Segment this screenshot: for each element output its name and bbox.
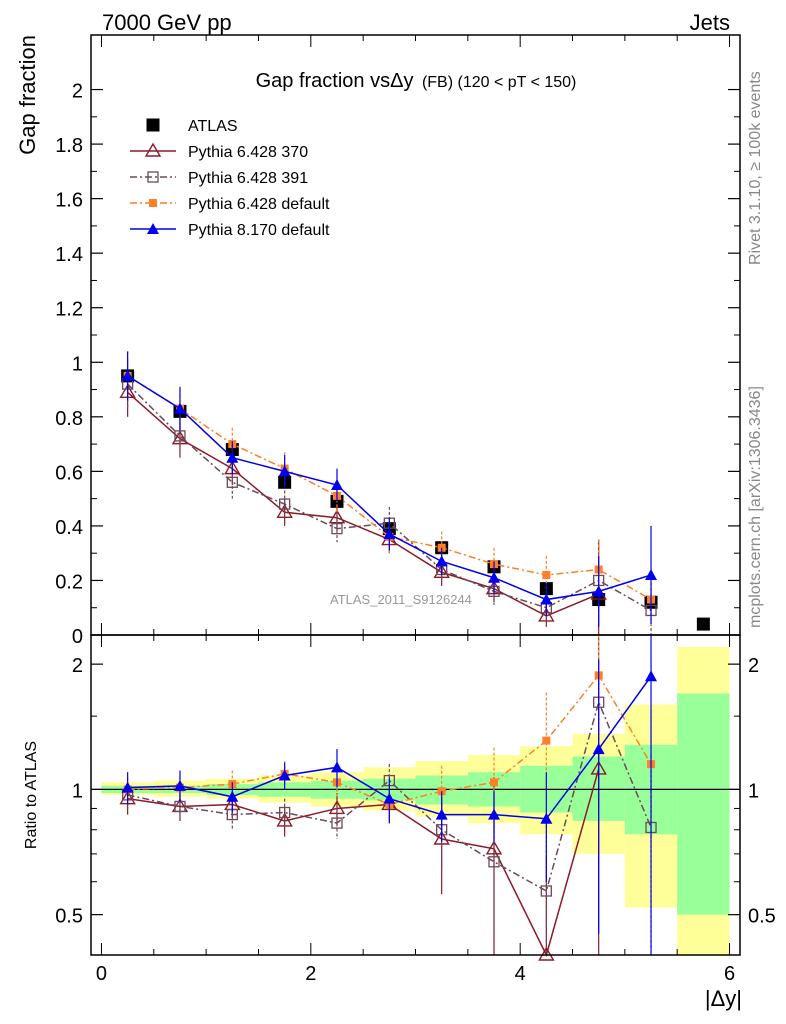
ratio-data-point [592,743,605,755]
legend-label: Pythia 6.428 370 [188,144,308,161]
main-y-tick-label: 1.8 [55,135,83,157]
x-tick-label: 6 [724,963,735,985]
ratio-data-point [645,670,658,682]
main-y-tick-label: 1.2 [55,299,83,321]
main-title: Gap fraction vsΔy (FB) (120 < pT < 150) [256,70,577,92]
ratio-ticks: 0.5 0.5 1 1 2 2 0 2 4 6 [55,635,776,985]
ratio-y-tick-label: 1 [72,780,83,802]
main-series-line [127,375,652,601]
ratio-series-line [127,674,652,806]
main-data-point [278,465,291,477]
ratio-band-inner [677,693,730,915]
ratio-plot-area [91,635,740,961]
main-data-point [645,569,658,580]
ratio-series-line [127,768,600,958]
ratio-data-point [488,808,501,820]
main-series-3 [123,351,656,627]
main-y-tick-label: 0.2 [55,571,83,593]
main-y-tick-label: 0.4 [55,517,83,539]
ratio-y-label: Ratio to ATLAS [23,741,40,849]
ratio-data-point [279,806,291,819]
legend-marker [147,171,159,183]
legend-marker [146,118,160,132]
ratio-data-point [121,781,134,793]
ratio-data-point [330,761,343,773]
main-data-point [226,476,238,488]
legend-marker [149,199,157,207]
legend-label: Pythia 6.428 default [188,196,330,213]
ratio-data-point [490,778,499,787]
ratio-y-tick-label-right: 0.5 [748,906,776,928]
x-tick-label: 2 [305,963,316,985]
legend-label: ATLAS [188,118,238,135]
ratio-data-point [540,812,553,824]
main-series-line [127,375,652,601]
ratio-data-point [331,817,343,829]
ratio-y-tick-label: 0.5 [55,906,83,928]
legend-marker [144,142,162,157]
ratio-y-tick-label-right: 2 [748,655,759,677]
main-data-point [330,479,343,490]
ratio-panel: Ratio to ATLAS 0.5 0.5 1 1 2 2 0 2 4 6 |Δy| [23,634,776,1011]
ratio-data-point [540,885,552,897]
ratio-data-point [383,792,396,804]
ratio-series-3 [121,635,658,955]
legend-marker [147,223,159,234]
main-y-label: Gap fraction [15,35,40,155]
main-y-ticks: 2 1.8 1.6 1.4 1.2 1 0.8 0.6 0.4 0.2 0 [55,35,740,648]
ratio-data-point [226,790,239,802]
ratio-data-point [435,808,448,820]
x-tick-label: 4 [515,963,526,985]
rivet-label: Rivet 3.1.10, ≥ 100k events [747,71,764,265]
main-y-tick-label: 0.6 [55,462,83,484]
ratio-data-point [538,946,555,961]
main-data-point [174,430,186,442]
main-data-point [592,585,605,597]
main-y-tick-label: 0.8 [55,408,83,430]
x-axis-label: |Δy| [705,986,742,1011]
ratio-data-point [488,856,500,868]
legend: ATLAS Pythia 6.428 370 Pythia 6.428 391 Pyt… [130,118,330,239]
main-y-tick-label: 1.4 [55,244,83,266]
ratio-y-tick-label: 2 [72,655,83,677]
main-data-point [696,617,710,631]
mcplots-label: mcplots.cern.ch [arXiv:1306.3436] [747,386,764,628]
main-data-point [542,571,551,579]
main-data-point [226,451,239,463]
main-data-point [435,555,448,567]
ratio-data-point [485,840,503,855]
main-data-point [121,369,134,381]
main-title-text: Gap fraction vsΔy [256,70,414,92]
main-series-line [127,391,599,617]
main-plot-area [119,351,710,635]
main-data-point [488,571,501,583]
main-series-4 [121,351,658,627]
main-data-point [279,498,291,510]
ratio-data-point [542,736,551,745]
header-left: 7000 GeV pp [102,10,232,35]
ratio-data-point [173,779,186,791]
main-data-point [173,402,186,414]
ratio-y-tick-label-right: 1 [748,780,759,802]
main-data-point [331,522,343,535]
main-y-tick-label: 0 [72,626,83,648]
header-right: Jets [690,10,730,35]
x-tick-label: 0 [96,963,107,985]
legend-label: Pythia 6.428 391 [188,170,308,187]
legend-label: Pythia 8.170 default [188,222,330,239]
main-panel: Gap fraction vsΔy (FB) (120 < pT < 150) … [15,34,741,648]
main-y-tick-label: 1 [72,353,83,375]
main-y-tick-label: 2 [72,81,83,103]
main-data-point [383,528,396,540]
main-title-small: (FB) (120 < pT < 150) [422,74,576,91]
main-data-point [540,593,553,605]
main-y-tick-label: 1.6 [55,190,83,212]
main-series-line [127,383,652,612]
watermark: ATLAS_2011_S9126244 [330,592,472,607]
ratio-data-point [278,769,291,781]
